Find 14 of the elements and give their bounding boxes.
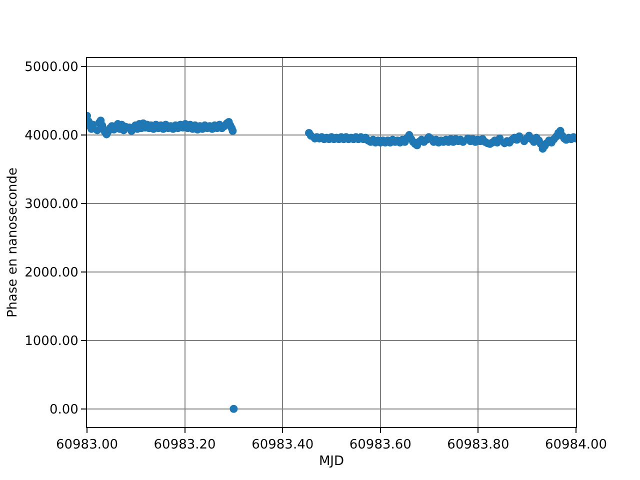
x-tick-label: 60983.00 bbox=[56, 438, 118, 453]
x-tick-label: 60984.00 bbox=[544, 438, 608, 453]
y-tick-label: 2000.00 bbox=[24, 265, 78, 280]
x-tick-label: 60983.60 bbox=[349, 438, 412, 453]
x-tick-label: 60983.80 bbox=[447, 438, 510, 453]
y-tick-label: 5000.00 bbox=[24, 60, 78, 76]
x-tick-label: 60983.40 bbox=[252, 438, 314, 453]
y-tick-label: 4000.00 bbox=[24, 128, 78, 144]
y-tick-label: 3000.00 bbox=[24, 197, 78, 212]
y-tick-label: 0.00 bbox=[49, 402, 78, 418]
x-axis-title: MJD bbox=[318, 454, 344, 470]
y-axis-title: Phase en nanoseconde bbox=[6, 167, 21, 318]
x-tick-label: 60983.20 bbox=[154, 438, 216, 453]
y-tick-label: 1000.00 bbox=[24, 334, 78, 349]
